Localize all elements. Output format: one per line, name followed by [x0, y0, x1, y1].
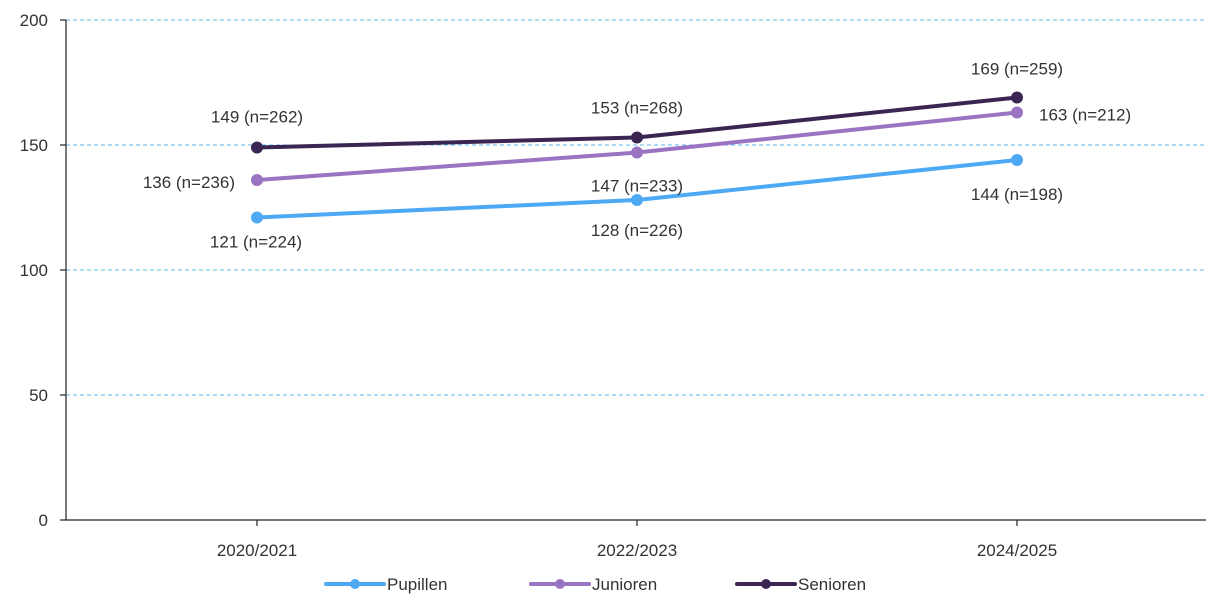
y-tick-label: 200	[20, 11, 48, 30]
data-label: 121 (n=224)	[210, 233, 302, 252]
y-tick-label: 50	[29, 386, 48, 405]
data-label: 128 (n=226)	[591, 221, 683, 240]
data-labels: 121 (n=224) 128 (n=226) 144 (n=198) 136 (n=…	[143, 60, 1131, 252]
data-label: 163 (n=212)	[1039, 106, 1131, 125]
data-point	[631, 194, 643, 206]
data-label: 136 (n=236)	[143, 173, 235, 192]
data-label: 149 (n=262)	[211, 108, 303, 127]
x-tick-label: 2020/2021	[217, 541, 297, 560]
data-label: 153 (n=268)	[591, 99, 683, 118]
x-tick-labels: 2020/2021 2022/2023 2024/2025	[217, 520, 1057, 560]
y-tick-label: 100	[20, 261, 48, 280]
data-label: 169 (n=259)	[971, 60, 1063, 79]
x-tick-label: 2024/2025	[977, 541, 1057, 560]
series-junioren	[251, 106, 1023, 186]
series-pupillen	[251, 154, 1023, 224]
legend-marker	[350, 579, 360, 589]
legend-marker	[555, 579, 565, 589]
legend-item-junioren: Junioren	[529, 575, 657, 594]
y-tick-labels: 0 50 100 150 200	[20, 11, 66, 530]
data-point	[1011, 91, 1023, 104]
legend-label: Senioren	[798, 575, 866, 594]
series	[251, 91, 1023, 224]
legend-marker	[761, 579, 771, 589]
data-point	[251, 211, 263, 224]
data-point	[1011, 106, 1023, 119]
legend-label: Pupillen	[387, 575, 448, 594]
legend-item-pupillen: Pupillen	[324, 575, 448, 594]
data-point	[251, 141, 263, 154]
data-point	[631, 131, 643, 144]
legend-label: Junioren	[592, 575, 657, 594]
y-tick-label: 0	[39, 511, 48, 530]
legend: Pupillen Junioren Senioren	[324, 575, 866, 594]
legend-item-senioren: Senioren	[735, 575, 866, 594]
data-point	[631, 146, 643, 159]
data-point	[251, 174, 263, 186]
data-label: 144 (n=198)	[971, 185, 1063, 204]
series-senioren	[251, 91, 1023, 154]
data-point	[1011, 154, 1023, 166]
y-tick-label: 150	[20, 136, 48, 155]
data-label: 147 (n=233)	[591, 177, 683, 196]
x-tick-label: 2022/2023	[597, 541, 677, 560]
